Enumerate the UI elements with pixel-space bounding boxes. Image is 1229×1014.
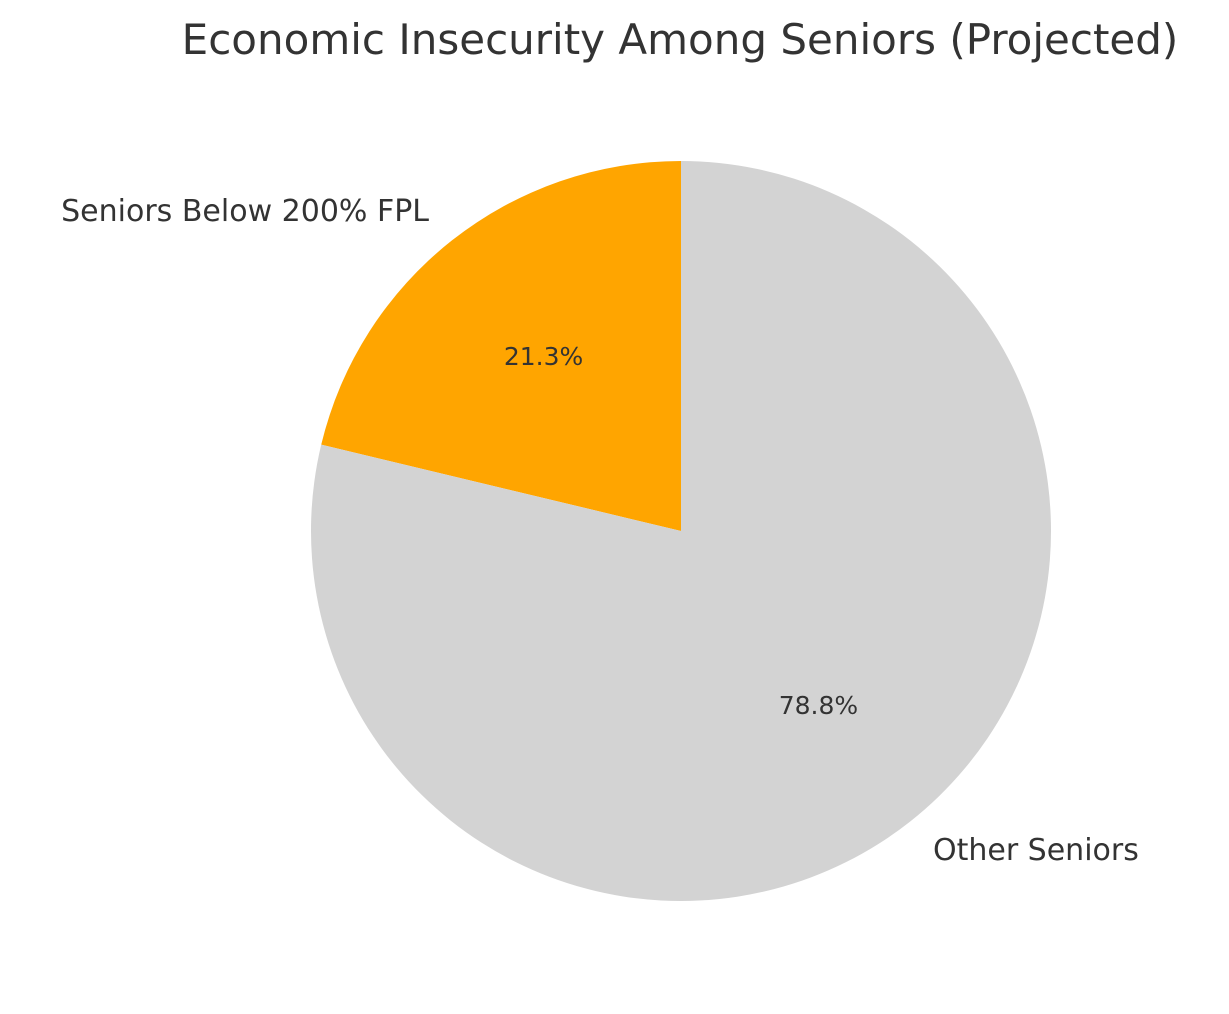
pie-percent-label-0: 21.3% — [504, 342, 583, 371]
pie-labels: 21.3% Seniors Below 200% FPL 78.8% Other Se… — [61, 194, 1139, 868]
pie-slice-1 — [311, 161, 1052, 901]
chart-title: Economic Insecurity Among Seniors (Proje… — [182, 15, 1179, 64]
pie-category-label-0: Seniors Below 200% FPL — [61, 194, 429, 229]
pie-percent-label-1: 78.8% — [779, 691, 858, 720]
pie-slice-0 — [321, 161, 681, 531]
pie-category-label-1: Other Seniors — [933, 833, 1139, 868]
pie-slices — [311, 161, 1052, 901]
